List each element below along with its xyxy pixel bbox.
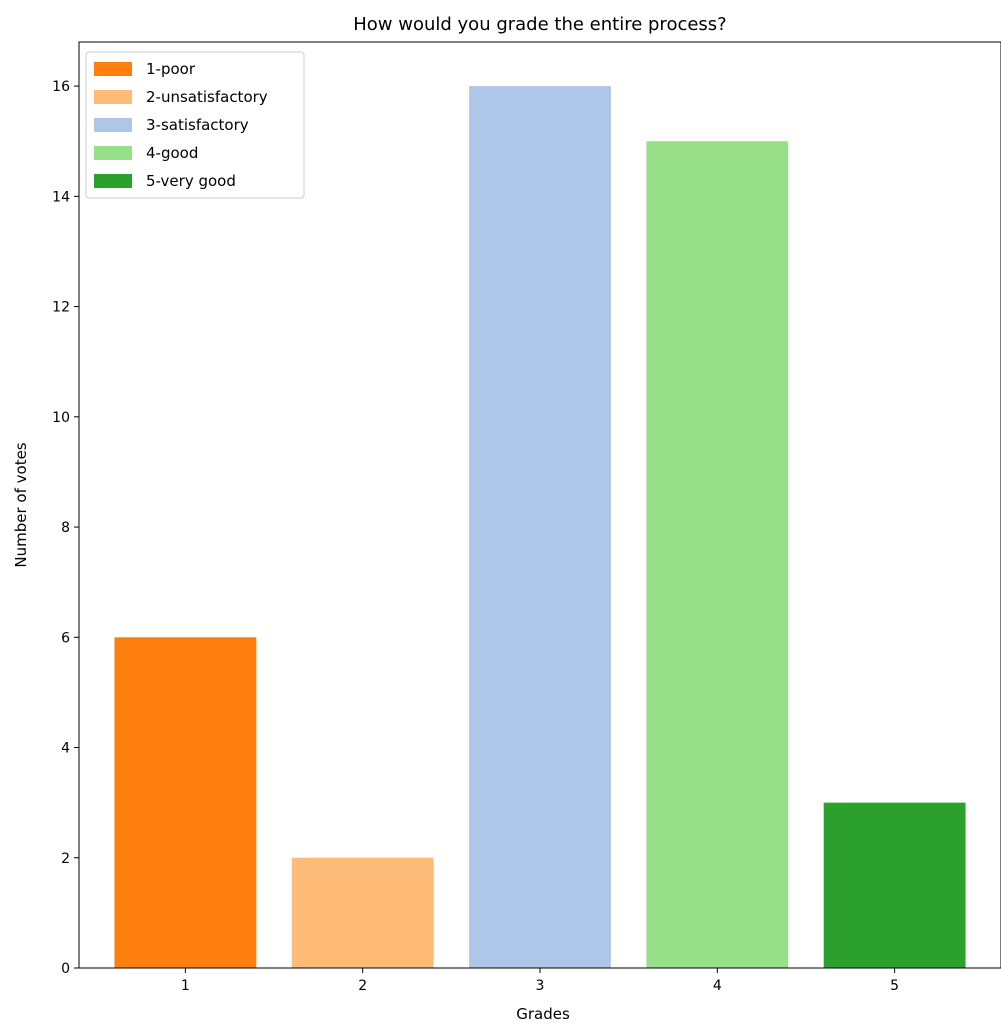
legend-label: 3-satisfactory — [146, 116, 249, 134]
bar-2 — [291, 857, 434, 968]
y-tick-label: 16 — [52, 79, 70, 95]
bars-group — [114, 86, 966, 969]
legend-label: 2-unsatisfactory — [146, 88, 268, 106]
x-tick-label: 2 — [358, 978, 367, 994]
legend-swatch — [94, 146, 132, 160]
y-tick-label: 12 — [52, 300, 70, 316]
legend-label: 5-very good — [146, 172, 236, 190]
legend-swatch — [94, 118, 132, 132]
y-tick-label: 4 — [61, 741, 70, 757]
x-tick-label: 5 — [890, 978, 899, 994]
legend: 1-poor 2-unsatisfactory 3-satisfactory 4-go… — [85, 51, 305, 199]
y-tick-label: 8 — [61, 520, 70, 536]
x-tick-label: 3 — [536, 978, 545, 994]
x-tick-label: 4 — [713, 978, 722, 994]
legend-swatch — [94, 174, 132, 188]
y-tick-label: 2 — [61, 851, 70, 867]
bar-5 — [823, 802, 966, 968]
bar-3 — [469, 86, 611, 969]
legend-label: 4-good — [146, 144, 198, 162]
y-tick-label: 6 — [61, 630, 70, 646]
legend-label: 1-poor — [146, 60, 196, 78]
chart-title: How would you grade the entire process? — [353, 14, 726, 35]
plot-frame — [78, 41, 1001, 969]
legend-swatch — [94, 90, 132, 104]
legend-box — [85, 51, 305, 199]
y-axis-ticks: 0 2 4 6 8 10 12 14 16 — [52, 79, 79, 977]
y-tick-label: 10 — [52, 410, 70, 426]
y-tick-label: 0 — [61, 961, 70, 977]
bar-4 — [646, 141, 789, 968]
y-tick-label: 14 — [52, 189, 70, 205]
legend-entries: 1-poor 2-unsatisfactory 3-satisfactory 4-go… — [94, 60, 268, 190]
y-axis-label: Number of votes — [12, 442, 30, 567]
legend-swatch — [94, 62, 132, 76]
x-axis-ticks: 1 2 3 4 5 — [181, 968, 899, 994]
x-axis-label: Grades — [516, 1005, 570, 1023]
x-tick-label: 1 — [181, 978, 190, 994]
bar-1 — [114, 637, 257, 968]
